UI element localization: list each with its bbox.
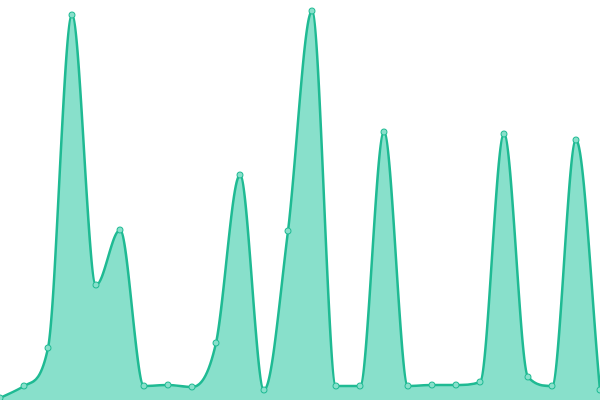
data-point xyxy=(356,382,364,390)
data-point xyxy=(332,382,340,390)
data-point xyxy=(500,130,508,138)
data-point xyxy=(596,386,600,394)
data-point xyxy=(44,344,52,352)
data-point xyxy=(92,281,100,289)
data-point xyxy=(428,381,436,389)
data-point xyxy=(260,386,268,394)
data-point xyxy=(524,373,532,381)
data-point xyxy=(476,378,484,386)
data-point xyxy=(380,128,388,136)
data-point xyxy=(0,394,4,400)
data-point xyxy=(404,382,412,390)
data-point xyxy=(140,382,148,390)
data-point xyxy=(236,171,244,179)
data-point xyxy=(212,339,220,347)
data-point xyxy=(164,381,172,389)
data-point xyxy=(68,11,76,19)
data-point xyxy=(188,383,196,391)
data-point xyxy=(116,226,124,234)
data-point xyxy=(452,381,460,389)
data-point xyxy=(572,136,580,144)
area-fill xyxy=(0,11,600,400)
data-point xyxy=(284,227,292,235)
data-point xyxy=(548,382,556,390)
data-point xyxy=(20,382,28,390)
data-point xyxy=(308,7,316,15)
